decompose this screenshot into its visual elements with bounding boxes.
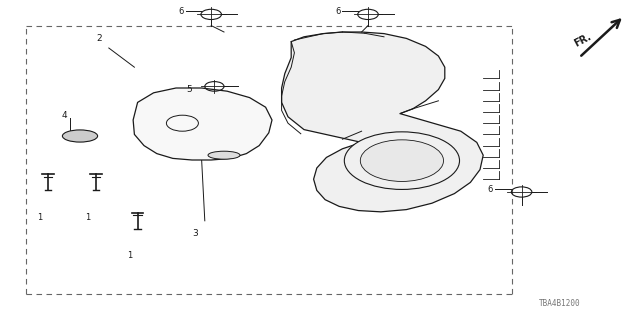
Text: 1: 1 (37, 213, 42, 222)
Polygon shape (282, 32, 483, 212)
Text: 4: 4 (61, 111, 67, 120)
Text: 2: 2 (97, 34, 102, 43)
Text: 6: 6 (335, 7, 340, 16)
Ellipse shape (208, 151, 240, 159)
Circle shape (344, 132, 460, 189)
Ellipse shape (63, 130, 97, 142)
Text: FR.: FR. (573, 31, 593, 49)
Text: TBA4B1200: TBA4B1200 (539, 300, 581, 308)
Text: 6: 6 (179, 7, 184, 16)
Text: 1: 1 (85, 213, 90, 222)
Text: 5: 5 (186, 85, 191, 94)
Circle shape (166, 115, 198, 131)
Polygon shape (133, 88, 272, 160)
Circle shape (360, 140, 444, 181)
Text: 6: 6 (488, 185, 493, 194)
Text: 1: 1 (127, 252, 132, 260)
Text: 3: 3 (193, 229, 198, 238)
